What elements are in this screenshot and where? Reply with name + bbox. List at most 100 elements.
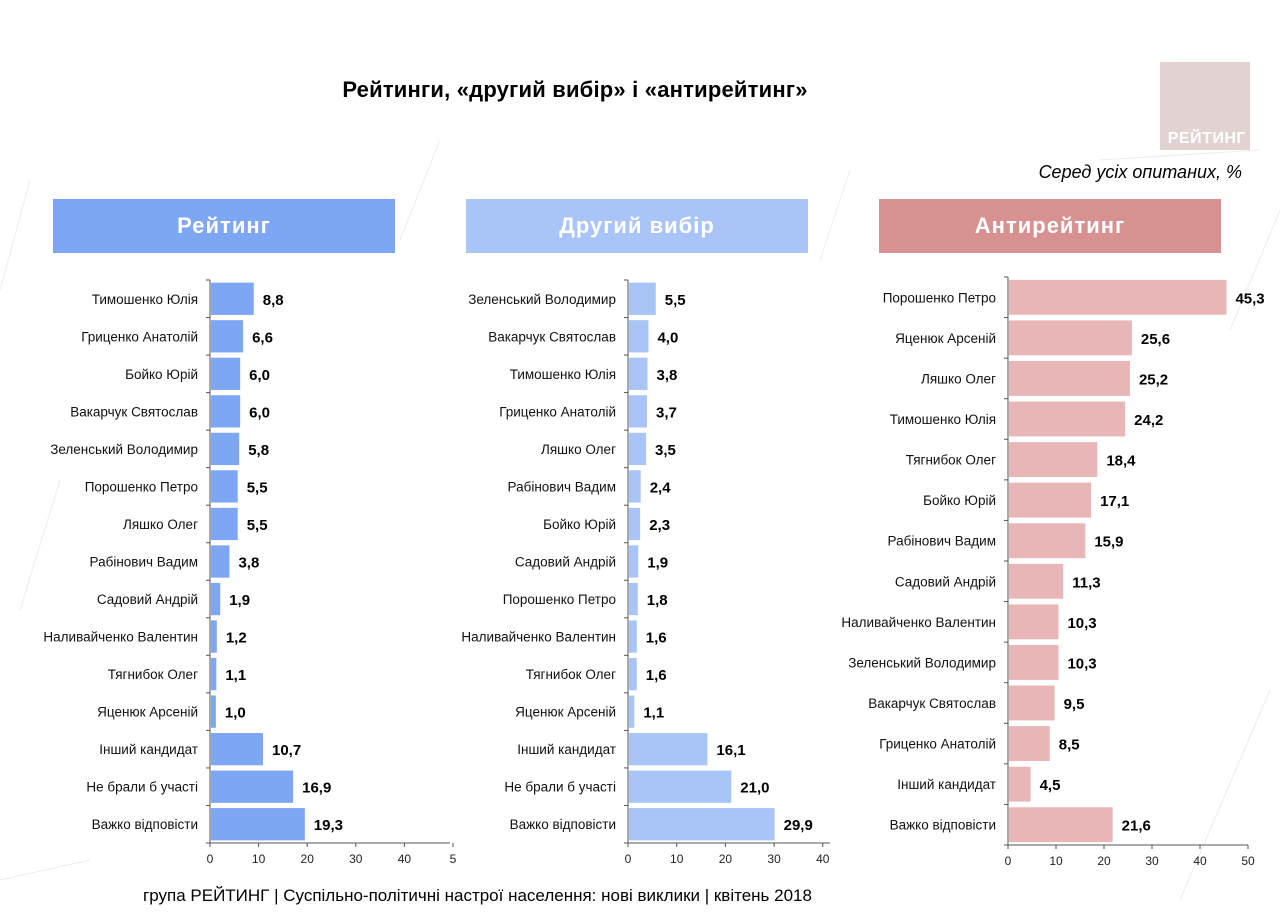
value-label: 2,3	[649, 517, 670, 534]
category-label: Ляшко Олег	[921, 371, 996, 386]
category-label: Ляшко Олег	[123, 517, 198, 532]
bar	[1009, 523, 1086, 559]
value-label: 4,5	[1040, 777, 1061, 794]
value-label: 1,6	[646, 630, 667, 647]
bar	[1009, 604, 1059, 640]
bar	[629, 357, 648, 390]
bar	[1009, 442, 1098, 478]
category-label: Рабінович Вадим	[508, 479, 616, 494]
x-tick-label: 20	[1097, 854, 1111, 868]
value-label: 5,5	[665, 292, 686, 309]
category-label: Садовий Андрій	[97, 592, 198, 607]
value-label: 21,6	[1122, 818, 1151, 835]
category-label: Яценюк Арсеній	[895, 331, 996, 346]
second-choice-panel-header: Другий вибір	[466, 199, 808, 253]
value-label: 3,8	[238, 555, 259, 572]
x-tick-label: 0	[625, 852, 632, 866]
bar	[211, 770, 294, 803]
value-label: 5,5	[247, 479, 268, 496]
category-label: Тягнибок Олег	[108, 667, 198, 682]
bar	[211, 582, 221, 616]
bar	[629, 582, 638, 616]
category-label: Наливайченко Валентин	[841, 615, 996, 630]
bar	[629, 320, 649, 353]
bar	[1009, 644, 1059, 680]
value-label: 25,2	[1139, 371, 1168, 388]
category-label: Важко відповісти	[92, 817, 198, 832]
value-label: 6,0	[249, 367, 270, 384]
chart-subtitle: Серед усіх опитаних, %	[1038, 162, 1242, 182]
category-label: Інший кандидат	[517, 742, 616, 757]
value-label: 21,0	[740, 780, 769, 797]
value-label: 3,8	[657, 367, 678, 384]
category-label: Гриценко Анатолій	[81, 329, 198, 344]
bar	[1009, 807, 1113, 843]
category-label: Тимошенко Юлія	[890, 412, 996, 427]
bar	[629, 395, 648, 428]
category-label: Гриценко Анатолій	[879, 737, 996, 752]
bar	[211, 620, 217, 653]
category-label: Тимошенко Юлія	[510, 367, 616, 382]
value-label: 4,0	[657, 329, 678, 346]
category-label: Гриценко Анатолій	[499, 404, 616, 419]
bar	[211, 395, 241, 428]
value-label: 18,4	[1106, 453, 1136, 470]
x-tick-label: 30	[767, 852, 781, 866]
bar	[1009, 726, 1050, 762]
category-label: Зеленський Володимир	[468, 292, 616, 307]
value-label: 10,3	[1067, 615, 1096, 632]
x-tick-label: 40	[398, 852, 412, 866]
category-label: Бойко Юрій	[923, 493, 996, 508]
value-label: 19,3	[314, 817, 343, 834]
x-tick-label: 0	[1005, 854, 1012, 868]
x-tick-label: 40	[1193, 854, 1207, 868]
x-tick-label: 40	[816, 852, 830, 866]
bar	[1009, 482, 1092, 518]
x-tick-label: 10	[1049, 854, 1063, 868]
x-tick-label: 50	[1241, 854, 1255, 868]
value-label: 2,4	[650, 479, 672, 496]
rating-logo: РЕЙТИНГ	[1160, 62, 1250, 150]
bar	[211, 545, 230, 578]
category-label: Рабінович Вадим	[90, 555, 198, 570]
bar	[629, 733, 708, 766]
bar	[211, 733, 264, 766]
value-label: 1,8	[647, 592, 668, 609]
bar	[629, 808, 775, 841]
category-label: Вакарчук Святослав	[868, 696, 996, 711]
bar	[211, 432, 240, 466]
value-label: 1,1	[225, 667, 246, 684]
footer-text: група РЕЙТИНГ | Суспільно-політичні наст…	[143, 886, 812, 905]
value-label: 8,5	[1059, 737, 1080, 754]
bar	[1009, 766, 1031, 802]
x-tick-label: 10	[670, 852, 684, 866]
bar	[629, 282, 656, 315]
category-label: Порошенко Петро	[85, 479, 198, 494]
category-label: Рабінович Вадим	[888, 534, 996, 549]
category-label: Вакарчук Святослав	[488, 329, 616, 344]
category-label: Яценюк Арсеній	[515, 705, 616, 720]
bar	[1009, 401, 1126, 437]
bar	[211, 657, 217, 691]
bar	[1009, 320, 1132, 356]
category-label: Тимошенко Юлія	[92, 292, 198, 307]
bar	[1009, 360, 1130, 396]
category-label: Наливайченко Валентин	[43, 630, 198, 645]
category-label: Не брали б участі	[86, 780, 198, 795]
bar	[629, 657, 637, 691]
rating-panel-header: Рейтинг	[53, 199, 395, 253]
value-label: 1,9	[229, 592, 250, 609]
category-label: Ляшко Олег	[541, 442, 616, 457]
category-label: Тягнибок Олег	[906, 453, 996, 468]
bar	[629, 620, 637, 653]
value-label: 25,6	[1141, 331, 1170, 348]
bar	[1009, 279, 1227, 315]
category-label: Інший кандидат	[99, 742, 198, 757]
value-label: 3,5	[655, 442, 676, 459]
page-title: Рейтинги, «другий вибір» і «антирейтинг»	[342, 77, 808, 102]
value-label: 3,7	[656, 404, 677, 421]
category-label: Садовий Андрій	[515, 555, 616, 570]
bar	[211, 695, 216, 728]
